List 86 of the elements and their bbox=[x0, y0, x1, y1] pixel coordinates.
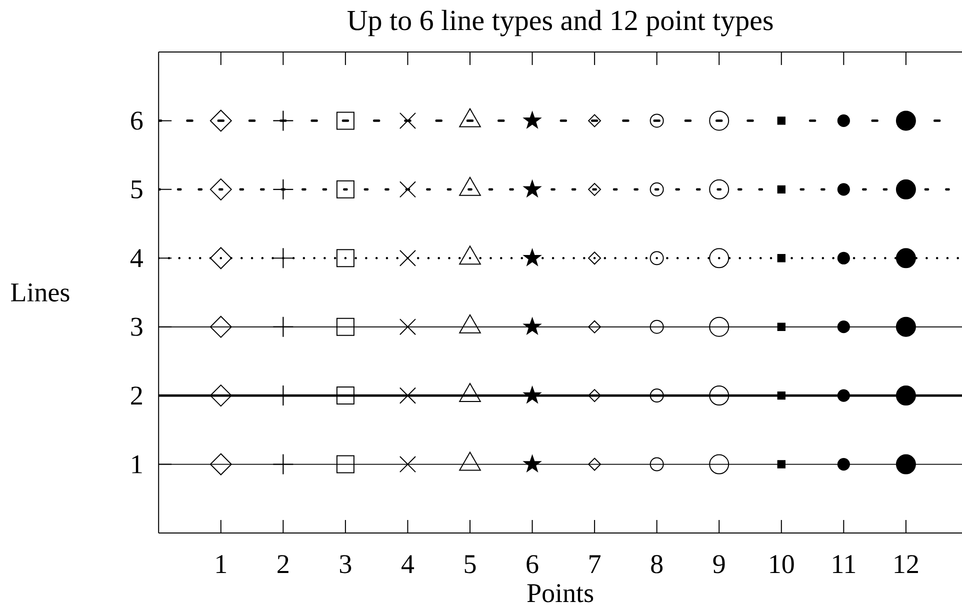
point bbox=[336, 180, 354, 198]
point bbox=[837, 183, 850, 196]
x-tick-label: 1 bbox=[216, 555, 226, 573]
x-tick-label: 3 bbox=[340, 555, 352, 574]
point bbox=[588, 389, 602, 402]
point bbox=[777, 116, 786, 125]
point bbox=[273, 248, 294, 268]
x-tick-label: 5 bbox=[464, 555, 476, 574]
point bbox=[650, 320, 664, 334]
y-tick-label: 3 bbox=[131, 318, 142, 336]
point bbox=[896, 179, 916, 200]
x-tick-label: 6 bbox=[526, 555, 538, 574]
y-axis-title: Lines bbox=[10, 283, 70, 302]
point bbox=[336, 318, 354, 336]
point bbox=[777, 322, 786, 331]
point bbox=[709, 454, 730, 474]
point bbox=[709, 316, 730, 337]
point bbox=[896, 248, 916, 268]
point bbox=[399, 456, 416, 473]
point bbox=[524, 318, 541, 334]
point bbox=[896, 454, 916, 474]
point bbox=[210, 110, 232, 132]
point bbox=[650, 182, 664, 196]
point bbox=[650, 251, 664, 266]
point bbox=[650, 388, 664, 403]
point bbox=[709, 179, 730, 200]
point bbox=[650, 457, 664, 472]
point bbox=[336, 386, 354, 405]
point bbox=[399, 112, 416, 129]
y-tick-label: 4 bbox=[130, 249, 143, 268]
point bbox=[273, 179, 294, 200]
x-axis-title: Points bbox=[527, 584, 594, 602]
point bbox=[524, 455, 541, 472]
point bbox=[336, 455, 354, 474]
point bbox=[399, 387, 416, 404]
x-tick-label: 10 bbox=[770, 555, 794, 574]
x-tick-label: 11 bbox=[833, 555, 856, 573]
x-tick-label: 8 bbox=[651, 555, 663, 574]
point bbox=[273, 110, 294, 131]
point bbox=[588, 182, 602, 196]
point bbox=[837, 320, 850, 334]
point bbox=[837, 252, 850, 264]
point bbox=[650, 114, 664, 128]
x-tick-label: 2 bbox=[278, 555, 288, 573]
y-tick-label: 1 bbox=[132, 455, 142, 474]
point bbox=[709, 248, 730, 268]
point bbox=[837, 389, 850, 402]
x-tick-label: 12 bbox=[894, 555, 918, 573]
point bbox=[399, 318, 416, 336]
point bbox=[709, 110, 730, 131]
point bbox=[588, 114, 602, 128]
point bbox=[399, 181, 416, 198]
point bbox=[837, 458, 850, 471]
point bbox=[336, 249, 354, 268]
y-tick-label: 5 bbox=[131, 180, 142, 198]
point bbox=[777, 391, 786, 400]
point bbox=[524, 249, 541, 266]
point bbox=[336, 112, 354, 130]
point bbox=[210, 247, 232, 270]
point bbox=[896, 386, 916, 406]
point bbox=[777, 185, 786, 194]
x-tick-label: 7 bbox=[590, 555, 601, 573]
point bbox=[399, 250, 416, 266]
y-tick-label: 6 bbox=[131, 112, 143, 130]
point bbox=[709, 386, 730, 406]
x-tick-label: 4 bbox=[402, 555, 414, 573]
point bbox=[210, 453, 232, 476]
y-tick-label: 2 bbox=[131, 386, 142, 404]
point bbox=[210, 384, 232, 407]
point bbox=[524, 386, 541, 404]
point bbox=[777, 254, 786, 262]
point bbox=[837, 114, 850, 128]
point bbox=[588, 320, 602, 334]
point bbox=[896, 316, 916, 337]
point bbox=[524, 112, 541, 128]
point bbox=[210, 316, 232, 338]
point bbox=[273, 454, 294, 474]
point bbox=[896, 110, 916, 131]
point bbox=[777, 460, 786, 468]
point bbox=[524, 180, 541, 197]
chart-title: Up to 6 line types and 12 point types bbox=[347, 10, 773, 36]
point bbox=[588, 458, 602, 471]
x-tick-label: 9 bbox=[713, 555, 725, 574]
point bbox=[210, 178, 232, 200]
point bbox=[588, 252, 602, 265]
point bbox=[273, 316, 294, 337]
